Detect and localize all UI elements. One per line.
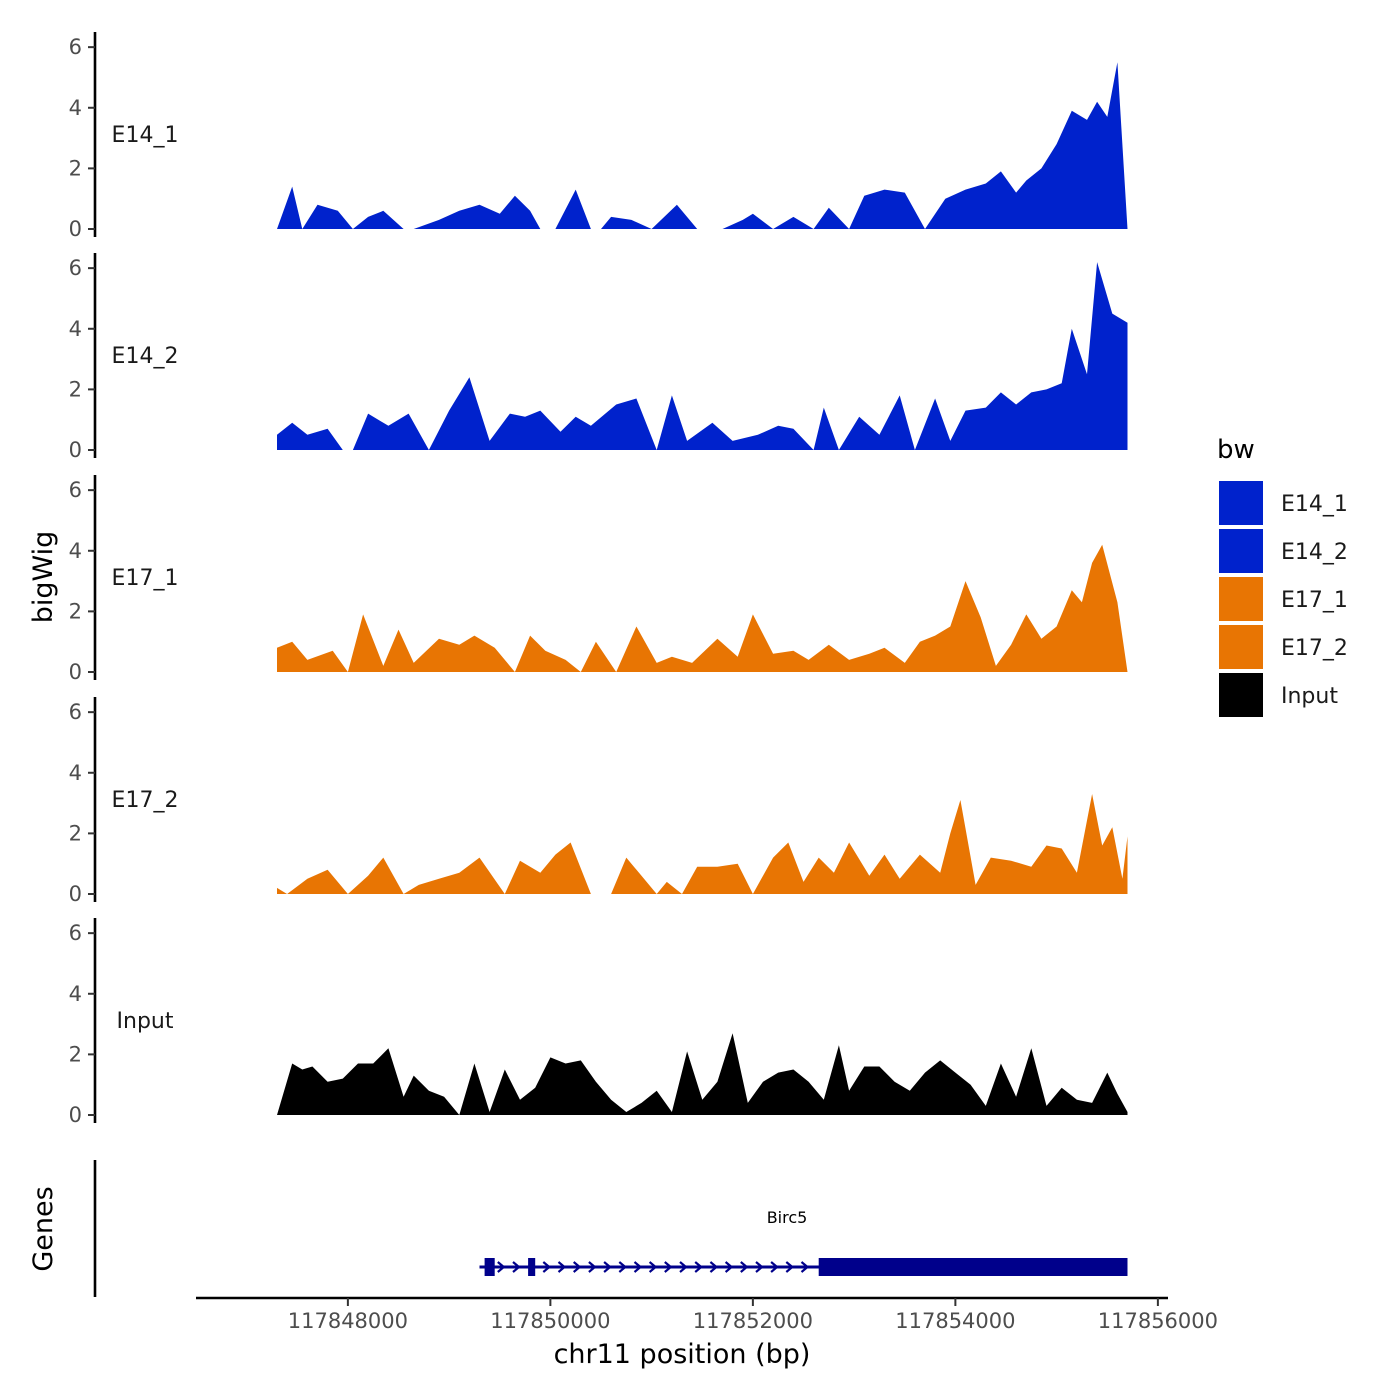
- track-area-E14_1: [277, 62, 1128, 229]
- track-label-E14_2: E14_2: [112, 344, 179, 369]
- legend: bw E14_1 E14_2 E17_1 E17_2 Input: [1217, 435, 1348, 717]
- strand-arrow: [648, 1261, 658, 1273]
- x-tick-label-117848000: 117848000: [288, 1309, 408, 1333]
- strand-arrow: [618, 1261, 628, 1273]
- legend-title: bw: [1217, 435, 1255, 465]
- track-area-E14_2: [277, 262, 1128, 450]
- y-tick-label-Input-2: 2: [69, 1042, 82, 1066]
- y-tick-label-E14_1-2: 2: [69, 156, 82, 180]
- y-axis-title-group: bigWig: [28, 531, 59, 624]
- track-label-E14_1: E14_1: [112, 123, 179, 148]
- track-area-Input: [277, 1033, 1128, 1115]
- gene-exon-1: [484, 1258, 495, 1276]
- legend-swatch-E17_1: [1219, 577, 1263, 621]
- legend-swatch-E14_1: [1219, 481, 1263, 525]
- y-tick-label-E17_2-2: 2: [69, 821, 82, 845]
- track-Input: 0 2 4 6 Input: [69, 918, 1128, 1127]
- strand-arrow: [740, 1261, 749, 1273]
- strand-arrow: [800, 1261, 810, 1273]
- y-tick-label-E14_2-0: 0: [69, 438, 82, 462]
- y-tick-label-Input-0: 0: [69, 1103, 82, 1127]
- strand-arrow: [770, 1261, 779, 1273]
- strand-arrow: [557, 1261, 567, 1273]
- strand-arrow: [512, 1261, 521, 1273]
- y-tick-label-E17_1-0: 0: [69, 660, 82, 684]
- track-area-E17_1: [277, 544, 1128, 672]
- track-E17_2: 0 2 4 6 E17_2: [69, 697, 1128, 906]
- strand-arrow: [694, 1261, 703, 1273]
- strand-arrow: [664, 1261, 673, 1273]
- x-axis-title: chr11 position (bp): [554, 1339, 811, 1370]
- gene-name-label: Birc5: [767, 1208, 808, 1227]
- track-label-E17_1: E17_1: [112, 566, 179, 591]
- y-tick-label-E14_2-2: 2: [69, 377, 82, 401]
- y-tick-label-E14_1-6: 6: [69, 35, 82, 59]
- x-tick-label-117850000: 117850000: [490, 1309, 610, 1333]
- y-tick-label-E17_2-4: 4: [69, 761, 82, 785]
- y-tick-label-E14_2-4: 4: [69, 317, 82, 341]
- strand-arrow: [603, 1261, 612, 1273]
- track-E17_1: 0 2 4 6 E17_1: [69, 475, 1128, 684]
- gene-exon-3: [818, 1258, 1128, 1276]
- y-tick-label-E14_1-4: 4: [69, 96, 82, 120]
- legend-label-E17_2: E17_2: [1281, 636, 1348, 661]
- strand-arrow: [709, 1261, 719, 1273]
- legend-swatch-E14_2: [1219, 529, 1263, 573]
- y-tick-label-E17_1-6: 6: [69, 478, 82, 502]
- x-tick-label-117852000: 117852000: [693, 1309, 813, 1333]
- legend-label-E17_1: E17_1: [1281, 588, 1348, 613]
- legend-label-E14_2: E14_2: [1281, 540, 1348, 565]
- y-tick-label-E14_1-0: 0: [69, 217, 82, 241]
- strand-arrow: [588, 1261, 597, 1273]
- x-tick-label-117856000: 117856000: [1098, 1309, 1218, 1333]
- genes-axis-title: Genes: [28, 1186, 59, 1271]
- strand-arrow: [497, 1261, 506, 1273]
- strand-arrow: [542, 1261, 552, 1273]
- y-tick-label-E17_1-4: 4: [69, 539, 82, 563]
- y-tick-label-Input-4: 4: [69, 982, 82, 1006]
- x-tick-label-117854000: 117854000: [895, 1309, 1015, 1333]
- track-E14_1: 0 2 4 6 E14_1: [69, 32, 1128, 241]
- tracks-layer: 0 2 4 6 E14_1 0 2 4 6 E14_2 0 2 4 6 E17_1 0 2 4 6 E17_2 0 2 4 6…: [69, 32, 1128, 1127]
- track-E14_2: 0 2 4 6 E14_2: [69, 253, 1128, 462]
- y-tick-label-Input-6: 6: [69, 921, 82, 945]
- strand-arrow: [572, 1261, 582, 1273]
- legend-label-Input: Input: [1281, 684, 1338, 709]
- y-axis-title: bigWig: [28, 531, 59, 624]
- strand-arrow: [724, 1261, 734, 1273]
- gene-exon-2: [528, 1258, 536, 1276]
- strand-arrow: [785, 1261, 795, 1273]
- track-label-E17_2: E17_2: [112, 788, 179, 813]
- track-label-Input: Input: [117, 1009, 174, 1034]
- legend-swatch-Input: [1219, 673, 1263, 717]
- genes-layer: Genes Birc5: [28, 1160, 1128, 1297]
- strand-arrow: [755, 1261, 764, 1273]
- strand-arrow: [679, 1261, 688, 1273]
- legend-swatch-E17_2: [1219, 625, 1263, 669]
- y-tick-label-E17_2-0: 0: [69, 882, 82, 906]
- legend-label-E14_1: E14_1: [1281, 492, 1348, 517]
- strand-arrow: [633, 1261, 643, 1273]
- track-area-E17_2: [277, 794, 1128, 894]
- y-tick-label-E17_2-6: 6: [69, 700, 82, 724]
- x-axis: chr11 position (bp) 117848000 117850000 11…: [196, 1296, 1218, 1370]
- y-tick-label-E14_2-6: 6: [69, 256, 82, 280]
- y-tick-label-E17_1-2: 2: [69, 599, 82, 623]
